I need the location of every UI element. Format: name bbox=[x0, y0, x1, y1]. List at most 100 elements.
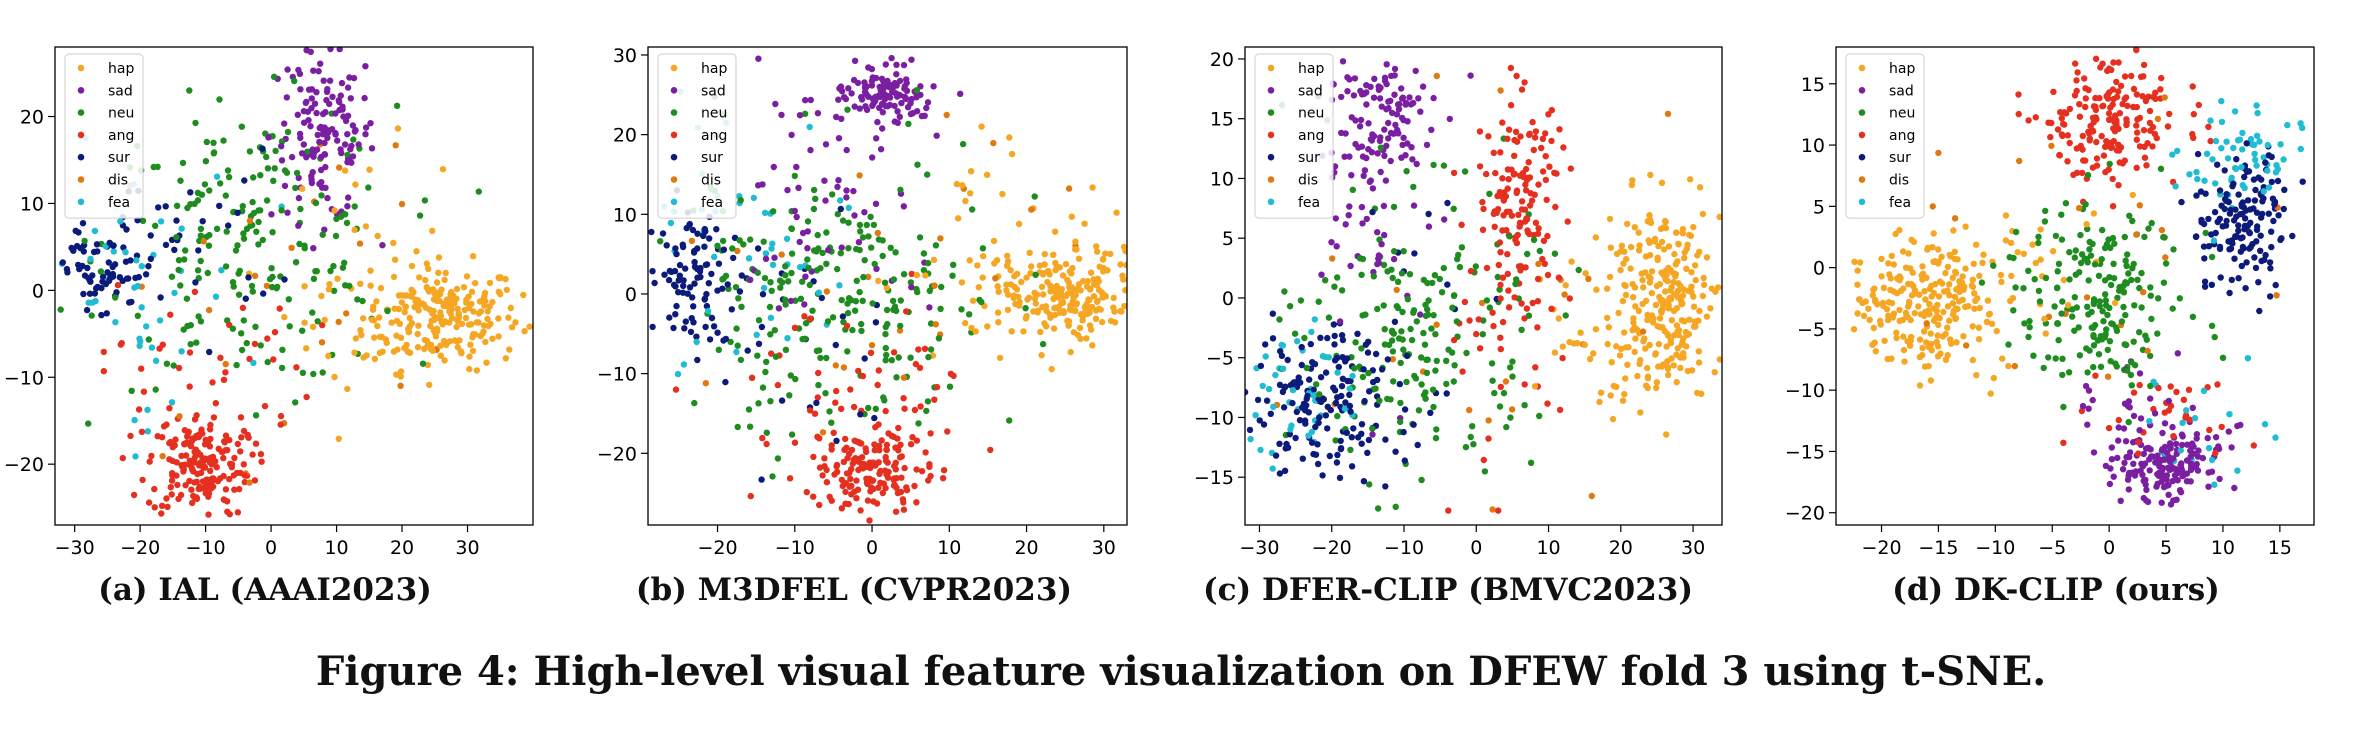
point-ang bbox=[2150, 93, 2157, 101]
point-ang bbox=[2195, 101, 2202, 109]
point-sur bbox=[661, 271, 668, 278]
point-neu bbox=[2076, 352, 2084, 359]
point-neu bbox=[797, 295, 805, 302]
point-ang bbox=[891, 462, 898, 470]
point-dis bbox=[2011, 362, 2019, 370]
y-tick-label: −15 bbox=[1785, 441, 1825, 463]
point-sur bbox=[79, 220, 87, 227]
point-sad bbox=[314, 131, 321, 139]
point-neu bbox=[787, 372, 794, 379]
point-ang bbox=[2090, 103, 2098, 110]
point-neu bbox=[1301, 334, 1308, 342]
point-sad bbox=[841, 94, 848, 101]
point-sur bbox=[242, 295, 249, 302]
point-sad bbox=[278, 143, 285, 150]
point-sur bbox=[690, 249, 698, 256]
point-sad bbox=[879, 125, 886, 132]
point-fea bbox=[2223, 138, 2230, 145]
point-sur bbox=[2223, 217, 2230, 225]
point-sur bbox=[2243, 259, 2250, 266]
point-ang bbox=[2134, 116, 2141, 123]
point-sur bbox=[2238, 203, 2246, 210]
point-hap bbox=[1969, 283, 1977, 290]
point-hap bbox=[1079, 317, 1086, 324]
point-sad bbox=[294, 111, 301, 119]
point-sad bbox=[1383, 106, 1390, 113]
point-neu bbox=[823, 354, 830, 362]
point-ang bbox=[206, 443, 214, 450]
point-ang bbox=[882, 407, 889, 415]
point-hap bbox=[1908, 236, 1915, 243]
point-hap bbox=[1888, 252, 1896, 260]
point-ang bbox=[1504, 166, 1512, 173]
point-fea bbox=[2203, 150, 2211, 157]
point-sur bbox=[73, 242, 81, 250]
point-hap bbox=[325, 286, 333, 293]
point-neu bbox=[2059, 371, 2066, 379]
point-sur bbox=[1331, 341, 1338, 348]
point-neu bbox=[248, 282, 256, 290]
point-ang bbox=[2113, 78, 2120, 86]
point-sad bbox=[347, 95, 354, 102]
point-hap bbox=[978, 123, 985, 130]
point-ang bbox=[871, 441, 878, 448]
point-sad bbox=[2136, 427, 2143, 434]
point-hap bbox=[1058, 286, 1066, 293]
point-hap bbox=[431, 316, 438, 323]
point-dis bbox=[1951, 215, 1959, 222]
point-hap bbox=[427, 345, 434, 353]
point-fea bbox=[2297, 120, 2304, 127]
point-neu bbox=[888, 357, 895, 364]
point-ang bbox=[210, 475, 217, 482]
point-sad bbox=[2121, 459, 2128, 467]
point-ang bbox=[851, 437, 858, 444]
point-sur bbox=[731, 234, 739, 241]
point-fea bbox=[143, 323, 150, 330]
point-hap bbox=[1677, 297, 1685, 304]
point-ang bbox=[2146, 119, 2154, 127]
point-sad bbox=[900, 203, 907, 210]
point-hap bbox=[1671, 250, 1678, 258]
point-sur bbox=[91, 290, 99, 297]
point-sur bbox=[1256, 417, 1263, 424]
point-sad bbox=[898, 99, 905, 107]
point-sad bbox=[2108, 444, 2115, 451]
point-ang bbox=[2056, 152, 2063, 159]
point-neu bbox=[177, 177, 184, 184]
point-ang bbox=[1518, 206, 1526, 213]
point-neu bbox=[1390, 378, 1397, 385]
point-sur bbox=[2262, 159, 2269, 166]
point-hap bbox=[1673, 305, 1681, 312]
point-fea bbox=[2280, 156, 2287, 163]
point-sur bbox=[2208, 231, 2215, 238]
point-neu bbox=[421, 197, 429, 204]
point-hap bbox=[1885, 260, 1892, 267]
point-hap bbox=[1044, 278, 1051, 286]
point-hap bbox=[1018, 278, 1025, 286]
point-neu bbox=[799, 278, 806, 285]
point-neu bbox=[2148, 315, 2155, 323]
point-dis bbox=[288, 244, 295, 251]
point-ang bbox=[2071, 92, 2079, 99]
point-dis bbox=[1561, 291, 1568, 298]
point-hap bbox=[1012, 300, 1019, 308]
point-sur bbox=[1246, 426, 1254, 434]
point-sad bbox=[283, 94, 290, 101]
point-dis bbox=[200, 238, 207, 245]
point-sur bbox=[689, 294, 696, 301]
legend-label-hap: hap bbox=[108, 61, 134, 77]
point-ang bbox=[2207, 137, 2214, 145]
point-ang bbox=[2079, 146, 2086, 153]
legend-marker-sad bbox=[1858, 87, 1866, 94]
point-neu bbox=[201, 181, 209, 188]
point-hap bbox=[391, 256, 399, 263]
point-neu bbox=[2118, 318, 2126, 325]
point-ang bbox=[2082, 157, 2089, 164]
point-ang bbox=[2054, 126, 2062, 133]
point-neu bbox=[978, 298, 985, 306]
point-ang bbox=[846, 483, 853, 490]
point-sur bbox=[1336, 474, 1344, 481]
point-fea bbox=[2208, 456, 2216, 464]
point-ang bbox=[947, 370, 955, 377]
point-sur bbox=[730, 254, 737, 262]
